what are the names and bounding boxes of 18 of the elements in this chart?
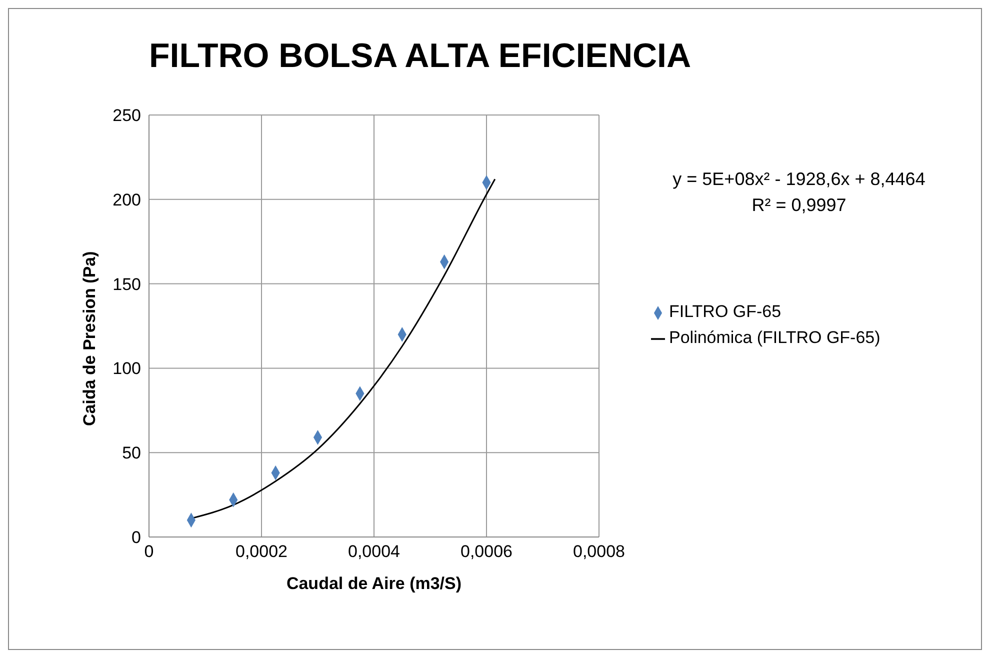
legend-label: FILTRO GF-65: [669, 302, 782, 321]
y-tick-label: 150: [112, 274, 141, 294]
legend-label: Polinómica (FILTRO GF-65): [669, 328, 880, 347]
x-axis-title: Caudal de Aire (m3/S): [286, 574, 462, 593]
y-tick-label: 250: [112, 106, 141, 126]
y-tick-label: 100: [112, 359, 141, 378]
x-tick-label: 0,0004: [348, 542, 400, 562]
text: y = 5E+08x² - 1928,6x + 8,4464: [672, 169, 926, 190]
y-tick-label: 200: [112, 190, 141, 210]
x-tick-label: 0,0002: [236, 542, 288, 562]
y-tick-label: 50: [122, 444, 141, 463]
chart-title: FILTRO BOLSA ALTA EFICIENCIA: [149, 37, 692, 76]
x-tick-label: 0: [144, 542, 154, 562]
y-tick-label: 0: [132, 528, 141, 548]
x-tick-label: 0,0008: [573, 542, 625, 562]
text: R² = 0,9997: [750, 195, 848, 216]
x-tick-label: 0,0006: [460, 542, 512, 562]
y-axis-title: Caida de Presion (Pa): [80, 251, 100, 426]
